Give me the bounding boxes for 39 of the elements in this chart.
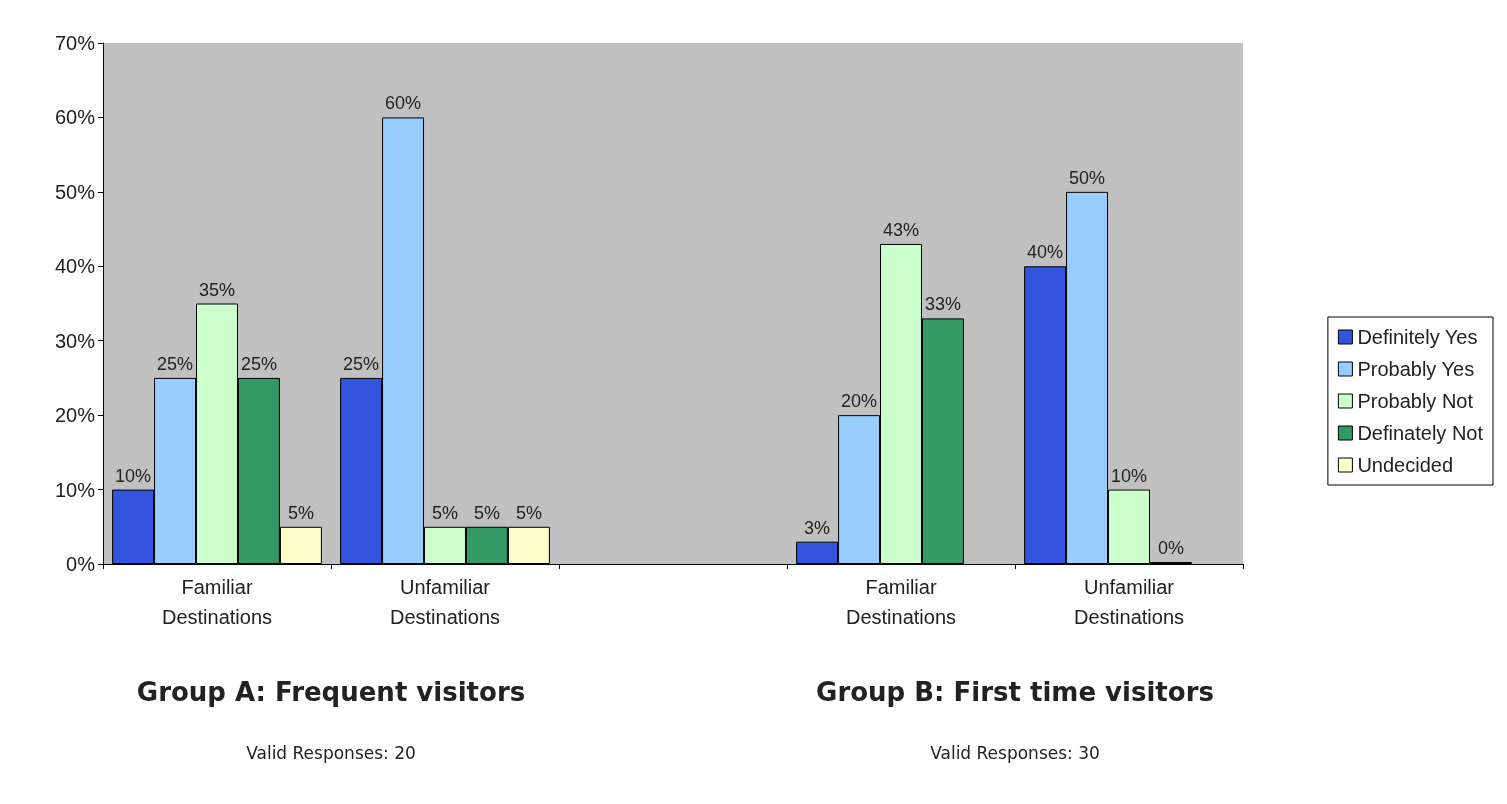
data-label: 0% xyxy=(1157,538,1184,558)
data-label: 10% xyxy=(115,465,152,486)
y-tick-label: 60% xyxy=(54,106,96,129)
data-label: 5% xyxy=(473,502,500,523)
y-tick-label: 70% xyxy=(54,32,96,54)
data-label: 10% xyxy=(1110,465,1148,486)
data-label: 5% xyxy=(515,502,542,523)
text: Group A: Frequent visitors xyxy=(136,677,526,707)
data-label: 20% xyxy=(841,391,878,412)
y-tick-label: 20% xyxy=(54,404,96,427)
data-label: 35% xyxy=(198,279,236,300)
text: Valid Responses: 20 xyxy=(246,742,416,763)
y-tick-label: 40% xyxy=(54,255,96,278)
legend-label: Probably Yes xyxy=(1357,358,1475,380)
legend-label: Definately Not xyxy=(1357,422,1484,444)
text: Valid Responses: 30 xyxy=(930,742,1100,763)
legend-label: Definitely Yes xyxy=(1357,326,1478,348)
text: Group B: First time visitors xyxy=(816,677,1214,707)
y-tick-label: 0% xyxy=(66,553,96,575)
data-label: 43% xyxy=(882,219,920,240)
x-tick-label: Familiar Destinations xyxy=(161,576,273,628)
legend-label: Probably Not xyxy=(1357,390,1474,412)
data-label: 25% xyxy=(343,353,380,374)
data-label: 3% xyxy=(804,517,831,538)
data-label: 50% xyxy=(1069,167,1106,188)
data-label: 5% xyxy=(431,502,459,523)
y-tick-label: 10% xyxy=(54,478,96,501)
x-tick-label: Unfamiliar Destinations xyxy=(389,576,501,628)
data-label: 60% xyxy=(385,93,422,114)
x-tick-label: Unfamiliar Destinations xyxy=(1073,576,1185,628)
legend-label: Undecided xyxy=(1357,454,1454,476)
y-tick-label: 50% xyxy=(54,180,96,203)
x-tick-label: Familiar Destinations xyxy=(845,576,957,628)
data-label: 25% xyxy=(240,353,277,374)
y-tick-label: 30% xyxy=(54,329,96,352)
data-label: 40% xyxy=(1027,242,1064,263)
data-label: 33% xyxy=(924,294,961,315)
data-label: 5% xyxy=(287,502,314,523)
data-label: 25% xyxy=(157,353,194,374)
